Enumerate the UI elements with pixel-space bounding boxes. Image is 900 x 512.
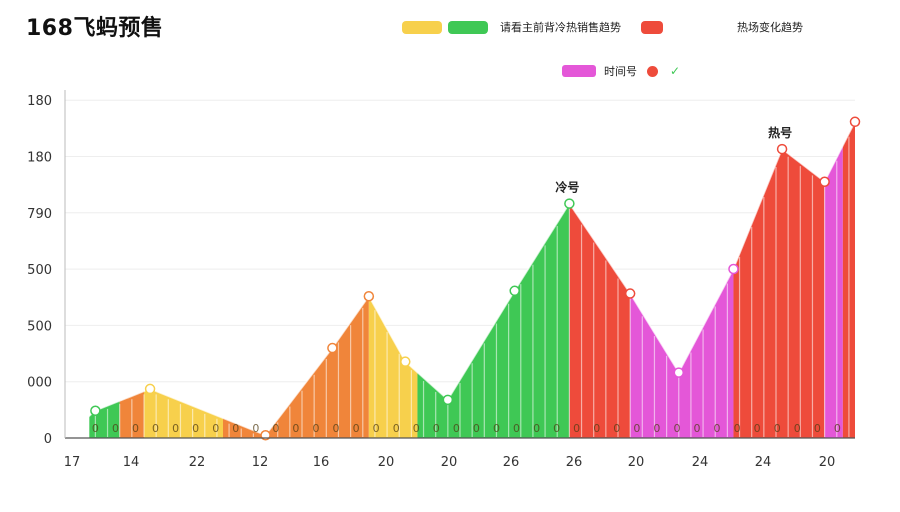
data-label: 0 — [633, 422, 640, 435]
data-label: 0 — [252, 422, 259, 435]
data-label: 0 — [493, 422, 500, 435]
x-tick-label: 14 — [123, 455, 140, 470]
data-label: 0 — [393, 422, 400, 435]
x-tick-label: 20 — [378, 455, 395, 470]
y-tick-label: 790 — [27, 207, 52, 222]
data-label: 0 — [413, 422, 420, 435]
legend-row-1: 请看主前背冷热销售趋势 热场变化趋势 — [402, 19, 803, 35]
x-tick-label: 24 — [755, 455, 772, 470]
area-segment-orange — [223, 296, 369, 438]
annotation-label: 热号 — [768, 125, 792, 140]
data-label: 0 — [533, 422, 540, 435]
y-tick-label: 500 — [27, 263, 52, 278]
data-label: 0 — [553, 422, 560, 435]
area-segment-red — [569, 203, 631, 438]
data-label: 0 — [754, 422, 761, 435]
legend-check-icon: ✓ — [670, 64, 681, 78]
data-label: 0 — [433, 422, 440, 435]
data-label: 0 — [152, 422, 159, 435]
data-label: 0 — [333, 422, 340, 435]
legend-row-2: 时间号 ✓ — [562, 63, 680, 79]
data-label: 0 — [212, 422, 219, 435]
x-tick-label: 12 — [252, 455, 269, 470]
area-segment-yellow — [144, 389, 223, 438]
legend-label-sales-trend: 请看主前背冷热销售趋势 — [500, 21, 621, 34]
y-tick-label: 180 — [27, 94, 52, 109]
data-label: 0 — [774, 422, 781, 435]
data-label: 0 — [573, 422, 580, 435]
area-segment-yellow — [368, 296, 418, 438]
y-tick-label: 000 — [27, 376, 52, 391]
data-label: 0 — [453, 422, 460, 435]
data-label: 0 — [513, 422, 520, 435]
data-point — [673, 367, 685, 378]
legend-swatch-pink — [562, 65, 596, 77]
area-segment-pink — [824, 145, 843, 439]
data-point — [564, 198, 575, 209]
data-label: 0 — [814, 422, 821, 435]
x-tick-label: 16 — [313, 455, 330, 470]
y-tick-label: 180 — [27, 151, 52, 166]
data-label: 0 — [132, 422, 139, 435]
chart-title: 168飞蚂预售 — [26, 16, 164, 41]
x-tick-label: 20 — [819, 455, 836, 470]
data-label: 0 — [112, 422, 119, 435]
data-label: 0 — [272, 422, 279, 435]
legend-label-heat-trend: 热场变化趋势 — [737, 21, 803, 34]
legend-dot-red — [647, 65, 658, 77]
x-tick-label: 22 — [189, 455, 206, 470]
data-label: 0 — [794, 422, 801, 435]
data-point — [442, 394, 454, 406]
data-point — [327, 342, 338, 354]
data-label: 0 — [834, 422, 841, 435]
data-label: 0 — [613, 422, 620, 435]
data-point — [509, 285, 520, 297]
data-label: 0 — [232, 422, 239, 435]
data-label: 0 — [373, 422, 380, 435]
data-label: 0 — [292, 422, 299, 435]
x-tick-label: 26 — [566, 455, 583, 470]
data-label: 0 — [353, 422, 360, 435]
data-point — [776, 143, 788, 155]
data-label: 0 — [473, 422, 480, 435]
data-point — [728, 263, 739, 275]
data-point — [363, 291, 375, 302]
data-point — [849, 116, 861, 128]
area-segment-pink — [630, 269, 734, 438]
x-tick-label: 24 — [692, 455, 709, 470]
x-tick-label: 26 — [503, 455, 520, 470]
legend-label-time: 时间号 — [604, 65, 637, 78]
data-label: 0 — [694, 422, 701, 435]
data-label: 0 — [593, 422, 600, 435]
data-label: 0 — [172, 422, 179, 435]
data-label: 0 — [714, 422, 721, 435]
legend-swatch-green — [448, 20, 488, 34]
data-point — [144, 383, 156, 395]
x-tick-label: 17 — [64, 455, 81, 470]
data-label: 0 — [653, 422, 660, 435]
data-point — [819, 176, 830, 188]
data-point — [400, 356, 411, 367]
area-segment-red — [733, 150, 825, 439]
data-label: 0 — [312, 422, 319, 435]
x-tick-label: 20 — [628, 455, 645, 470]
data-label: 0 — [92, 422, 99, 435]
data-label: 0 — [192, 422, 199, 435]
y-tick-label: 500 — [27, 319, 52, 334]
area-segment-green — [417, 203, 570, 438]
x-tick-label: 20 — [441, 455, 458, 470]
y-tick-label: 0 — [44, 432, 52, 447]
annotation-label: 冷号 — [555, 180, 579, 195]
legend-swatch-red — [641, 20, 663, 34]
data-label: 0 — [673, 422, 680, 435]
series-outline — [64, 121, 856, 439]
data-label: 0 — [734, 422, 741, 435]
data-point — [90, 405, 101, 416]
data-point — [624, 288, 636, 299]
legend-swatch-yellow — [402, 20, 442, 34]
